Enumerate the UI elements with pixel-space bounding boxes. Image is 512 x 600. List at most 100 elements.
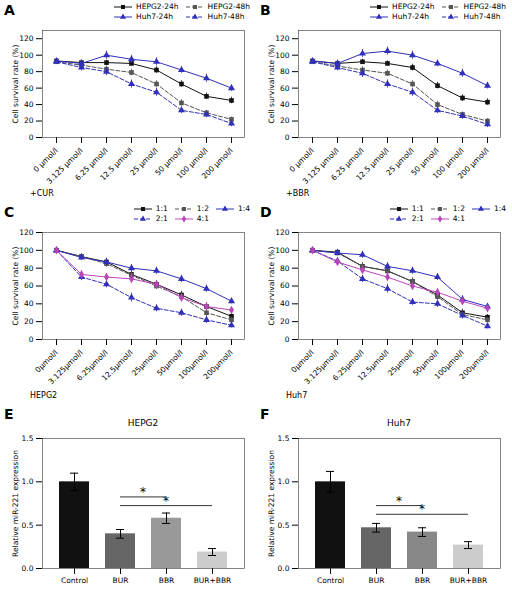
- svg-text:1.0: 1.0: [22, 477, 34, 486]
- html-text:HEPG2-24h: HEPG2-24h: [392, 2, 435, 11]
- svg-text:0.5: 0.5: [22, 521, 34, 530]
- svg-text:12.5μmol/l: 12.5μmol/l: [100, 348, 135, 383]
- svg-text:80: 80: [280, 67, 290, 76]
- svg-text:20: 20: [280, 317, 290, 326]
- html-text:B: B: [260, 2, 271, 18]
- svg-text:100: 100: [19, 51, 34, 60]
- html-text:E: E: [4, 406, 14, 422]
- svg-text:50μmol/l: 50μmol/l: [411, 348, 441, 378]
- svg-text:*: *: [163, 494, 169, 508]
- svg-text:0: 0: [285, 335, 290, 344]
- svg-text:1.0: 1.0: [278, 477, 290, 486]
- html-text:Huh7-24h: Huh7-24h: [136, 12, 173, 21]
- svg-text:120: 120: [19, 228, 34, 237]
- svg-text:50 μmol/l: 50 μmol/l: [409, 146, 441, 178]
- svg-text:0μmol/l: 0μmol/l: [289, 348, 316, 375]
- html-text:A: A: [4, 2, 15, 18]
- html-text:C: C: [4, 204, 15, 220]
- svg-text:Relative miR-221 expression: Relative miR-221 expression: [267, 450, 276, 557]
- svg-text:200μmol/l: 200μmol/l: [202, 348, 235, 381]
- svg-text:20: 20: [24, 317, 34, 326]
- svg-text:60: 60: [280, 281, 290, 290]
- svg-text:0 μmol/l: 0 μmol/l: [287, 146, 316, 174]
- svg-text:1.5: 1.5: [22, 434, 34, 443]
- html-text:Huh7-48h: Huh7-48h: [207, 12, 245, 21]
- svg-text:6.25μmol/l: 6.25μmol/l: [330, 348, 366, 383]
- svg-text:Control: Control: [61, 576, 88, 585]
- svg-text:100: 100: [275, 246, 290, 255]
- svg-text:50μmol/l: 50μmol/l: [155, 348, 185, 378]
- svg-text:50 μmol/l: 50 μmol/l: [153, 146, 185, 178]
- svg-text:0: 0: [29, 335, 34, 344]
- svg-text:100μmol/l: 100μmol/l: [176, 348, 210, 382]
- svg-text:Relative miR-221 expression: Relative miR-221 expression: [11, 450, 20, 557]
- html-text:Huh7: Huh7: [387, 418, 411, 428]
- svg-text:25 μmol/l: 25 μmol/l: [128, 146, 160, 178]
- html-text:HEPG2-24h: HEPG2-24h: [136, 2, 179, 11]
- svg-text:BUR+BBR: BUR+BBR: [194, 576, 232, 585]
- svg-text:Cell survival rate (%): Cell survival rate (%): [11, 247, 20, 326]
- svg-text:80: 80: [280, 264, 290, 273]
- svg-text:60: 60: [24, 281, 34, 290]
- svg-text:BUR+BBR: BUR+BBR: [450, 576, 488, 585]
- svg-text:*: *: [396, 494, 402, 508]
- svg-text:12.5 μmol/l: 12.5 μmol/l: [354, 146, 390, 182]
- svg-text:200 μmol/l: 200 μmol/l: [456, 146, 491, 181]
- svg-text:60: 60: [24, 84, 34, 93]
- svg-text:0 μmol/l: 0 μmol/l: [31, 146, 60, 174]
- svg-text:BBR: BBR: [415, 576, 431, 585]
- svg-text:Control: Control: [317, 576, 344, 585]
- svg-text:20: 20: [280, 116, 290, 125]
- svg-text:BBR: BBR: [159, 576, 175, 585]
- svg-text:3.125μmol/l: 3.125μmol/l: [46, 348, 85, 387]
- svg-text:100 μmol/l: 100 μmol/l: [174, 146, 210, 181]
- svg-text:40: 40: [280, 100, 290, 109]
- svg-text:25μmol/l: 25μmol/l: [130, 348, 160, 378]
- svg-text:3.125 μmol/l: 3.125 μmol/l: [44, 146, 85, 186]
- svg-text:0: 0: [29, 133, 34, 142]
- svg-text:40: 40: [280, 299, 290, 308]
- svg-text:120: 120: [275, 34, 290, 43]
- svg-text:0.0: 0.0: [22, 564, 34, 573]
- svg-text:60: 60: [280, 84, 290, 93]
- svg-text:BUR: BUR: [113, 576, 129, 585]
- svg-text:100: 100: [275, 51, 290, 60]
- svg-text:*: *: [140, 485, 146, 499]
- html-text:F: F: [260, 406, 270, 422]
- svg-text:100 μmol/l: 100 μmol/l: [430, 146, 466, 181]
- svg-text:3.125 μmol/l: 3.125 μmol/l: [300, 146, 341, 186]
- svg-text:BUR: BUR: [369, 576, 385, 585]
- svg-text:200 μmol/l: 200 μmol/l: [200, 146, 235, 181]
- svg-text:0.5: 0.5: [278, 521, 290, 530]
- svg-text:12.5μmol/l: 12.5μmol/l: [356, 348, 391, 383]
- svg-text:3.125μmol/l: 3.125μmol/l: [302, 348, 341, 387]
- svg-text:100: 100: [19, 246, 34, 255]
- svg-text:Cell survival rate (%): Cell survival rate (%): [267, 247, 276, 326]
- svg-text:25μmol/l: 25μmol/l: [386, 348, 416, 378]
- svg-text:200μmol/l: 200μmol/l: [458, 348, 491, 381]
- svg-text:6.25 μmol/l: 6.25 μmol/l: [73, 146, 110, 183]
- svg-text:Cell survival rate (%): Cell survival rate (%): [11, 45, 20, 124]
- svg-text:80: 80: [24, 67, 34, 76]
- svg-text:0μmol/l: 0μmol/l: [33, 348, 60, 375]
- svg-text:*: *: [419, 502, 425, 516]
- svg-text:20: 20: [24, 116, 34, 125]
- svg-text:120: 120: [275, 228, 290, 237]
- html-text:+CUR: +CUR: [30, 189, 54, 198]
- html-text:HEPG2-48h: HEPG2-48h: [207, 2, 250, 11]
- svg-text:40: 40: [24, 299, 34, 308]
- svg-text:25 μmol/l: 25 μmol/l: [384, 146, 416, 178]
- svg-text:6.25 μmol/l: 6.25 μmol/l: [329, 146, 366, 183]
- html-text:HEPG2: HEPG2: [127, 418, 159, 428]
- svg-text:12.5 μmol/l: 12.5 μmol/l: [98, 146, 134, 182]
- svg-text:0.0: 0.0: [278, 564, 290, 573]
- svg-text:80: 80: [24, 264, 34, 273]
- svg-text:40: 40: [24, 100, 34, 109]
- svg-text:120: 120: [19, 34, 34, 43]
- svg-text:6.25μmol/l: 6.25μmol/l: [74, 348, 110, 383]
- svg-text:0: 0: [285, 133, 290, 142]
- html-text:D: D: [260, 204, 272, 220]
- svg-text:1.5: 1.5: [278, 434, 290, 443]
- svg-text:Cell survival rate (%): Cell survival rate (%): [267, 45, 276, 124]
- svg-text:100μmol/l: 100μmol/l: [432, 348, 466, 382]
